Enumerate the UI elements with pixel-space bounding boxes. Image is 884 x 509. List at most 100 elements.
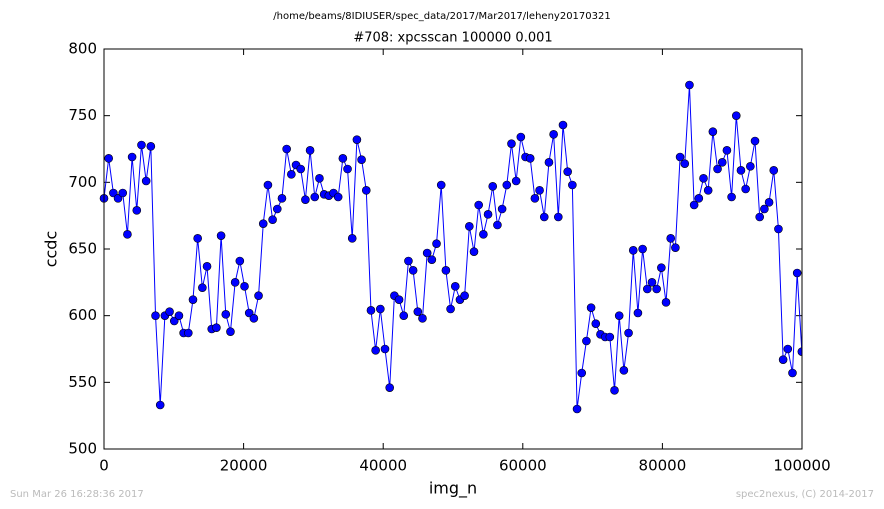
chart-title: #708: xpcsscan 100000 0.001 <box>353 31 552 46</box>
data-point <box>657 263 666 272</box>
x-tick-label: 20000 <box>220 457 268 475</box>
data-point <box>155 400 165 410</box>
data-point <box>717 158 727 167</box>
x-tick-label: 0 <box>99 457 109 475</box>
data-point <box>488 182 498 191</box>
data-point <box>741 184 750 194</box>
data-point <box>511 176 521 186</box>
data-point <box>399 311 409 320</box>
data-point <box>338 154 348 163</box>
data-point <box>554 212 563 222</box>
data-point <box>549 130 558 139</box>
y-tick-label: 650 <box>68 240 97 258</box>
data-point <box>193 234 202 243</box>
data-point <box>525 154 535 163</box>
data-point <box>174 311 184 320</box>
data-point <box>380 344 390 354</box>
data-point <box>202 262 212 271</box>
data-point <box>483 210 493 219</box>
data-point <box>165 307 174 316</box>
data-point <box>731 111 741 120</box>
data-point <box>422 248 432 258</box>
data-point <box>146 142 156 151</box>
data-point <box>661 298 671 307</box>
y-tick-label: 500 <box>68 440 97 458</box>
data-point <box>619 366 629 375</box>
data-point <box>137 140 146 150</box>
data-point <box>151 311 160 320</box>
y-tick-label: 750 <box>68 106 97 124</box>
y-axis-label: ccdc <box>42 231 61 268</box>
data-point <box>699 174 708 183</box>
data-point <box>558 120 568 130</box>
data-point <box>127 152 137 162</box>
data-point <box>633 308 643 318</box>
data-point <box>764 198 774 207</box>
data-point <box>783 344 793 354</box>
data-point <box>746 162 755 171</box>
x-tick-label: 40000 <box>359 457 407 475</box>
data-point <box>610 386 619 395</box>
data-point <box>568 180 577 190</box>
data-point <box>638 244 647 254</box>
plot-frame <box>103 48 803 450</box>
data-point <box>628 246 638 255</box>
data-point <box>315 174 324 183</box>
data-point <box>432 239 441 248</box>
data-point <box>624 328 633 338</box>
data-point <box>778 355 788 364</box>
y-tick-label: 550 <box>68 373 97 391</box>
data-point <box>413 307 423 316</box>
data-point <box>104 154 113 163</box>
data-point <box>450 282 460 291</box>
data-point <box>689 200 699 210</box>
data-point <box>727 192 736 202</box>
data-point <box>614 311 624 320</box>
data-point <box>376 304 385 314</box>
data-point <box>216 231 226 240</box>
data-point <box>347 234 357 243</box>
data-point <box>544 158 554 167</box>
data-point <box>230 278 240 287</box>
data-point <box>722 146 732 155</box>
data-point <box>605 332 615 342</box>
data-point <box>502 180 512 190</box>
data-point <box>539 212 549 222</box>
data-point <box>792 268 802 278</box>
data-point <box>460 291 469 300</box>
data-point <box>479 230 488 239</box>
data-point <box>235 256 245 266</box>
data-point <box>272 204 282 214</box>
y-tick-label: 700 <box>68 173 97 191</box>
x-tick-label: 100000 <box>773 457 830 475</box>
data-point <box>184 328 193 338</box>
data-point <box>497 204 507 214</box>
data-point <box>642 284 652 294</box>
data-point <box>516 132 526 142</box>
data-point <box>493 220 502 230</box>
data-point <box>305 146 315 155</box>
data-point <box>427 255 437 264</box>
data-point <box>469 247 479 256</box>
data-line <box>103 84 802 410</box>
data-point <box>254 291 263 300</box>
data-point <box>188 295 198 304</box>
data-point <box>198 283 207 292</box>
data-point <box>788 368 797 378</box>
x-axis-label: img_n <box>429 479 477 499</box>
data-point <box>563 167 572 176</box>
data-point <box>680 159 690 168</box>
data-point <box>760 204 769 214</box>
data-point <box>352 135 362 144</box>
data-point <box>240 282 249 291</box>
data-point <box>577 368 587 378</box>
data-point <box>774 224 783 234</box>
data-point <box>685 80 694 90</box>
data-point <box>408 266 418 275</box>
data-point <box>357 155 366 164</box>
data-point <box>474 200 483 210</box>
data-point <box>296 164 306 174</box>
data-point <box>361 186 371 195</box>
data-point <box>123 230 132 239</box>
